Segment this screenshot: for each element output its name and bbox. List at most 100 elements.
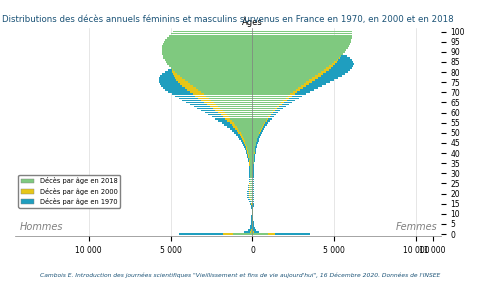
Bar bbox=[252, 229, 253, 231]
Bar bbox=[252, 39, 299, 40]
Bar bbox=[243, 136, 252, 138]
Bar bbox=[252, 96, 288, 97]
Bar bbox=[252, 53, 342, 55]
Bar bbox=[252, 203, 253, 205]
Bar bbox=[238, 132, 252, 134]
Bar bbox=[252, 57, 339, 59]
Bar bbox=[252, 43, 314, 45]
Bar bbox=[252, 79, 315, 81]
Bar bbox=[173, 73, 252, 75]
Bar bbox=[247, 152, 252, 154]
Bar bbox=[238, 128, 252, 130]
Bar bbox=[162, 49, 252, 51]
Bar bbox=[171, 33, 252, 35]
Bar bbox=[175, 77, 252, 79]
Bar bbox=[173, 31, 252, 33]
Bar bbox=[252, 162, 254, 164]
Bar bbox=[252, 51, 342, 53]
Bar bbox=[190, 92, 252, 93]
Bar bbox=[251, 223, 252, 225]
Bar bbox=[252, 227, 255, 229]
Bar bbox=[249, 185, 252, 186]
Bar bbox=[252, 136, 260, 138]
Bar bbox=[252, 51, 345, 53]
Bar bbox=[252, 185, 253, 186]
Bar bbox=[252, 178, 253, 180]
Bar bbox=[252, 69, 328, 71]
Bar bbox=[252, 229, 253, 231]
Bar bbox=[250, 166, 252, 168]
Bar bbox=[246, 146, 252, 148]
Bar bbox=[250, 180, 252, 182]
Bar bbox=[252, 231, 259, 233]
Bar bbox=[252, 229, 256, 231]
Bar bbox=[250, 199, 252, 200]
Bar bbox=[166, 61, 252, 63]
Bar bbox=[233, 126, 252, 128]
Bar bbox=[252, 166, 253, 168]
Bar bbox=[252, 191, 253, 192]
Bar bbox=[252, 102, 281, 103]
Bar bbox=[252, 43, 350, 45]
Bar bbox=[235, 128, 252, 130]
Bar bbox=[249, 201, 252, 203]
Bar bbox=[223, 233, 252, 235]
Bar bbox=[252, 170, 254, 172]
Bar bbox=[252, 140, 257, 142]
Bar bbox=[252, 154, 254, 156]
Bar bbox=[247, 146, 252, 148]
Bar bbox=[252, 195, 253, 196]
Bar bbox=[251, 219, 252, 221]
Bar bbox=[248, 154, 252, 156]
Bar bbox=[252, 150, 255, 152]
Bar bbox=[252, 67, 352, 69]
Bar bbox=[159, 81, 252, 83]
Bar bbox=[252, 75, 315, 77]
Bar bbox=[252, 156, 255, 158]
Bar bbox=[243, 140, 252, 142]
Bar bbox=[175, 61, 252, 63]
Bar bbox=[162, 45, 252, 47]
Bar bbox=[252, 120, 265, 121]
Bar bbox=[251, 197, 252, 198]
Bar bbox=[252, 124, 267, 126]
Bar bbox=[249, 187, 252, 188]
Bar bbox=[252, 79, 334, 81]
Bar bbox=[252, 69, 350, 71]
Bar bbox=[252, 53, 343, 55]
Bar bbox=[252, 110, 280, 111]
Bar bbox=[186, 102, 252, 103]
Bar bbox=[252, 175, 253, 176]
Bar bbox=[252, 175, 254, 176]
Bar bbox=[252, 87, 298, 89]
Bar bbox=[252, 158, 255, 160]
Bar bbox=[252, 164, 253, 166]
Bar bbox=[249, 197, 252, 198]
Bar bbox=[252, 35, 283, 37]
Bar bbox=[204, 112, 252, 114]
Bar bbox=[252, 81, 312, 83]
Title: Distributions des décès annuels féminins et masculins survenus en France en 1970: Distributions des décès annuels féminins… bbox=[2, 15, 454, 24]
Bar bbox=[228, 53, 252, 55]
Bar bbox=[252, 138, 257, 140]
Bar bbox=[172, 67, 252, 69]
Bar bbox=[252, 183, 253, 184]
Bar bbox=[252, 65, 329, 67]
Bar bbox=[252, 223, 254, 225]
Bar bbox=[248, 152, 252, 154]
Bar bbox=[220, 114, 252, 115]
Bar bbox=[220, 108, 252, 109]
Bar bbox=[250, 185, 252, 186]
Bar bbox=[173, 65, 252, 67]
Bar bbox=[252, 170, 253, 172]
Bar bbox=[193, 106, 252, 107]
Bar bbox=[175, 96, 252, 97]
Bar bbox=[252, 57, 340, 59]
Bar bbox=[195, 96, 252, 97]
Bar bbox=[252, 144, 256, 146]
Bar bbox=[250, 173, 252, 174]
Bar bbox=[252, 144, 257, 146]
Bar bbox=[247, 193, 252, 194]
Bar bbox=[252, 59, 336, 61]
Bar bbox=[252, 132, 259, 134]
